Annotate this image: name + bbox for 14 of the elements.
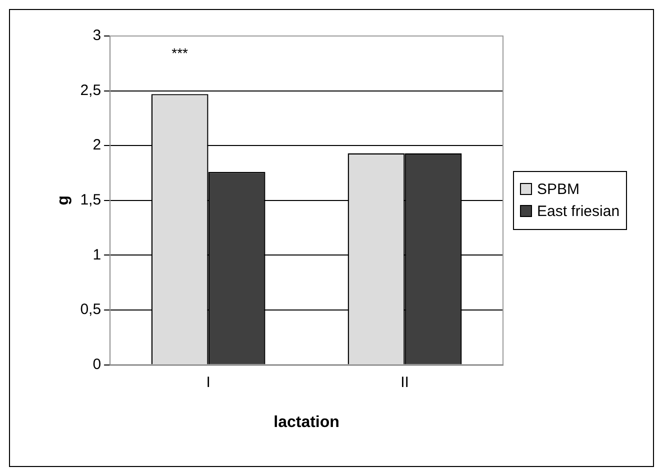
x-tick-label: I xyxy=(206,374,210,391)
x-axis-title: lactation xyxy=(274,414,340,431)
y-tick-label: 1 xyxy=(92,246,102,264)
y-tick-label: 0 xyxy=(92,356,102,373)
annotation: *** xyxy=(172,44,189,61)
y-tick-label: 2 xyxy=(92,136,102,154)
y-tick-label: 3 xyxy=(92,27,102,44)
x-tick-label: II xyxy=(400,374,409,391)
y-tick-label: 0,5 xyxy=(80,301,102,318)
y-axis-title: g xyxy=(55,196,72,206)
y-tick-label: 2,5 xyxy=(80,82,102,99)
y-tick-label: 1,5 xyxy=(80,192,102,209)
legend-label: East friesian xyxy=(537,202,620,220)
legend-label: SPBM xyxy=(537,180,580,198)
